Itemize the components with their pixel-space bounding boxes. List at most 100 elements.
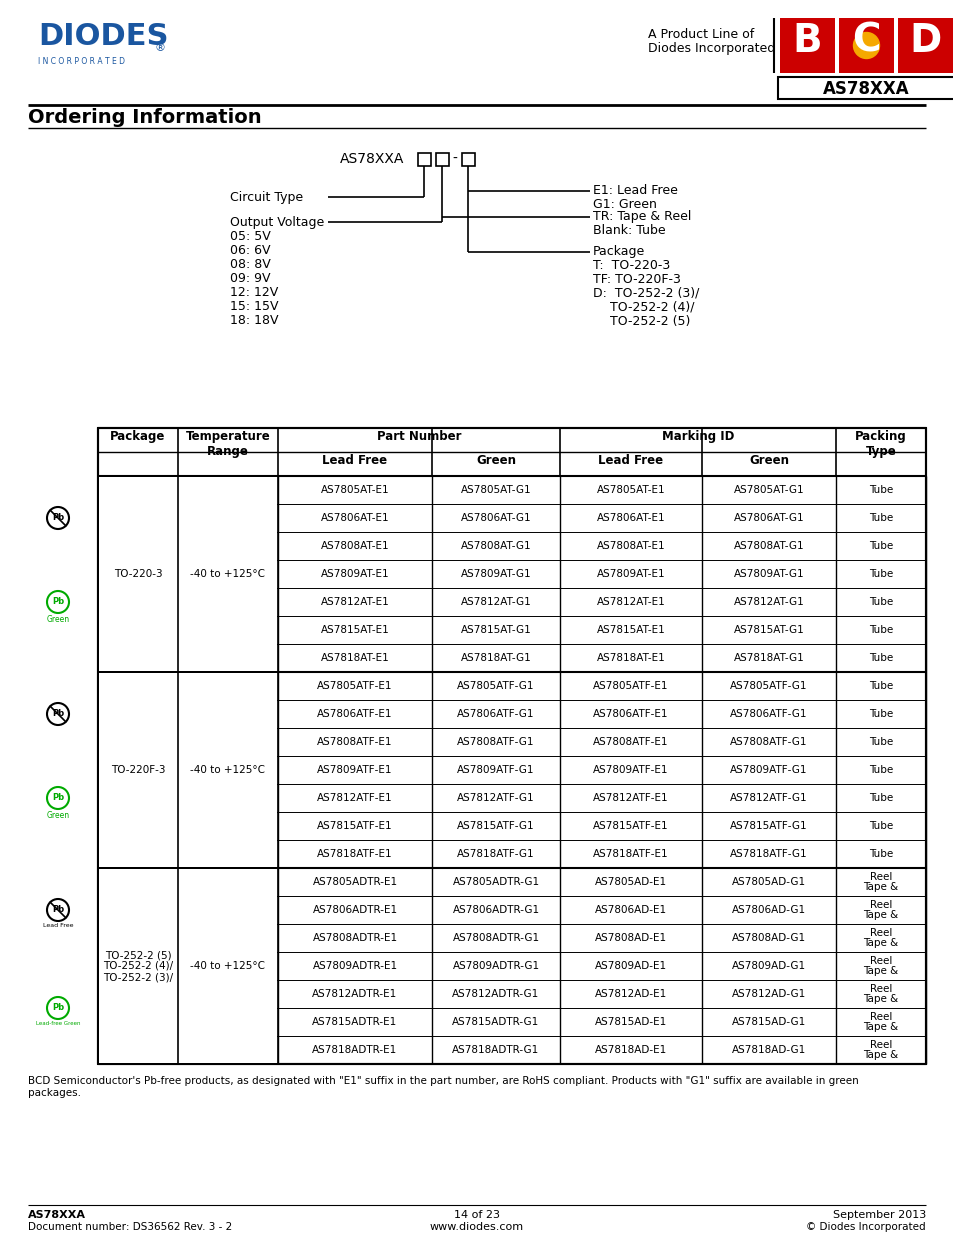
- Text: TR: Tape & Reel: TR: Tape & Reel: [593, 210, 691, 224]
- Text: AS7808AT-G1: AS7808AT-G1: [460, 541, 531, 551]
- Text: AS7809ATF-G1: AS7809ATF-G1: [729, 764, 807, 776]
- Text: Tape &: Tape &: [862, 1023, 898, 1032]
- Text: TO-252-2 (5): TO-252-2 (5): [609, 315, 690, 329]
- Text: AS7806AD-G1: AS7806AD-G1: [731, 905, 805, 915]
- Text: AS7805AT-G1: AS7805AT-G1: [460, 485, 531, 495]
- Text: Diodes Incorporated: Diodes Incorporated: [647, 42, 775, 56]
- Text: 18: 18V: 18: 18V: [230, 314, 278, 327]
- Text: ®: ®: [154, 43, 166, 53]
- Text: Tape &: Tape &: [862, 910, 898, 920]
- Text: AS7815ADTR-E1: AS7815ADTR-E1: [312, 1016, 397, 1028]
- Text: Tube: Tube: [868, 848, 892, 860]
- Text: AS7818AT-E1: AS7818AT-E1: [320, 653, 389, 663]
- Text: DIODES: DIODES: [38, 22, 169, 51]
- Text: BCD Semiconductor's Pb-free products, as designated with "E1" suffix in the part: BCD Semiconductor's Pb-free products, as…: [28, 1076, 858, 1098]
- Text: Output Voltage: Output Voltage: [230, 216, 324, 228]
- Text: AS7818AT-G1: AS7818AT-G1: [733, 653, 803, 663]
- Text: AS7812ADTR-G1: AS7812ADTR-G1: [452, 989, 539, 999]
- Text: AS78XXA: AS78XXA: [28, 1210, 86, 1220]
- Text: Lead-free Green: Lead-free Green: [35, 1021, 80, 1026]
- Text: Pb: Pb: [51, 514, 64, 522]
- Text: AS7808AT-G1: AS7808AT-G1: [733, 541, 803, 551]
- Text: Temperature
Range: Temperature Range: [186, 430, 270, 458]
- Text: Tube: Tube: [868, 485, 892, 495]
- Text: AS7805ATF-E1: AS7805ATF-E1: [593, 680, 668, 692]
- Text: Marking ID: Marking ID: [661, 430, 734, 443]
- Text: AS7806AT-E1: AS7806AT-E1: [320, 513, 389, 522]
- Text: AS7818AT-E1: AS7818AT-E1: [596, 653, 664, 663]
- Text: AS7808ATF-G1: AS7808ATF-G1: [729, 737, 807, 747]
- Text: AS7806ATF-E1: AS7806ATF-E1: [317, 709, 393, 719]
- Text: Pb: Pb: [51, 794, 64, 803]
- Text: AS7818ADTR-G1: AS7818ADTR-G1: [452, 1045, 539, 1055]
- Text: Pb: Pb: [51, 598, 64, 606]
- Text: AS7815AT-G1: AS7815AT-G1: [733, 625, 803, 635]
- Text: © Diodes Incorporated: © Diodes Incorporated: [805, 1221, 925, 1233]
- Text: AS7809ATF-E1: AS7809ATF-E1: [317, 764, 393, 776]
- Text: AS7812ADTR-E1: AS7812ADTR-E1: [312, 989, 397, 999]
- Text: AS7806AT-G1: AS7806AT-G1: [460, 513, 531, 522]
- Text: AS7806ADTR-G1: AS7806ADTR-G1: [452, 905, 539, 915]
- Text: AS7806AD-E1: AS7806AD-E1: [595, 905, 666, 915]
- Text: Green: Green: [47, 811, 70, 820]
- Text: AS7805ADTR-G1: AS7805ADTR-G1: [452, 877, 539, 887]
- Text: Package: Package: [111, 430, 166, 443]
- Text: Tape &: Tape &: [862, 1051, 898, 1061]
- Text: A Product Line of: A Product Line of: [647, 28, 754, 41]
- Bar: [461, 153, 475, 165]
- Text: 14 of 23: 14 of 23: [454, 1210, 499, 1220]
- Text: TO-220F-3: TO-220F-3: [111, 764, 165, 776]
- Text: Pb: Pb: [51, 709, 64, 719]
- Text: Green: Green: [748, 454, 788, 467]
- Bar: [838, 19, 893, 73]
- Text: Lead Free: Lead Free: [43, 923, 73, 927]
- Text: AS7805ATF-E1: AS7805ATF-E1: [317, 680, 393, 692]
- Text: Tube: Tube: [868, 541, 892, 551]
- Text: AS7812AT-G1: AS7812AT-G1: [460, 597, 531, 606]
- Text: AS7812AT-G1: AS7812AT-G1: [733, 597, 803, 606]
- Text: AS7808ATF-E1: AS7808ATF-E1: [317, 737, 393, 747]
- Text: AS7808AT-E1: AS7808AT-E1: [320, 541, 389, 551]
- Text: Tube: Tube: [868, 625, 892, 635]
- Text: Blank: Tube: Blank: Tube: [593, 224, 665, 237]
- Text: Package: Package: [593, 245, 644, 258]
- Text: Tube: Tube: [868, 737, 892, 747]
- Text: AS78XXA: AS78XXA: [339, 152, 404, 165]
- Text: C: C: [851, 22, 880, 61]
- Text: Tube: Tube: [868, 709, 892, 719]
- Text: AS7805AT-G1: AS7805AT-G1: [733, 485, 803, 495]
- Text: AS7808ADTR-G1: AS7808ADTR-G1: [452, 932, 539, 944]
- Text: Green: Green: [47, 615, 70, 624]
- Text: AS7812ATF-E1: AS7812ATF-E1: [316, 793, 393, 803]
- Text: 08: 8V: 08: 8V: [230, 258, 271, 270]
- Text: -40 to +125°C: -40 to +125°C: [191, 569, 265, 579]
- Circle shape: [853, 32, 879, 58]
- Text: Reel: Reel: [869, 1011, 891, 1021]
- Text: AS7812AT-E1: AS7812AT-E1: [596, 597, 664, 606]
- Text: AS7815ATF-G1: AS7815ATF-G1: [456, 821, 535, 831]
- Text: AS7809ADTR-G1: AS7809ADTR-G1: [452, 961, 539, 971]
- Text: AS7815AD-G1: AS7815AD-G1: [731, 1016, 805, 1028]
- Text: AS7805AT-E1: AS7805AT-E1: [320, 485, 389, 495]
- Text: AS7805ADTR-E1: AS7805ADTR-E1: [313, 877, 397, 887]
- Text: AS7809AD-G1: AS7809AD-G1: [731, 961, 805, 971]
- Text: AS7818ATF-E1: AS7818ATF-E1: [593, 848, 668, 860]
- Text: Lead Free: Lead Free: [598, 454, 663, 467]
- Text: Reel: Reel: [869, 1040, 891, 1050]
- Text: AS7818ATF-E1: AS7818ATF-E1: [316, 848, 393, 860]
- Text: AS7812ATF-G1: AS7812ATF-G1: [456, 793, 535, 803]
- Text: AS7818ADTR-E1: AS7818ADTR-E1: [312, 1045, 397, 1055]
- Text: Tube: Tube: [868, 793, 892, 803]
- Bar: [99, 477, 276, 671]
- Text: AS7808AD-E1: AS7808AD-E1: [595, 932, 666, 944]
- Text: -: -: [452, 152, 456, 165]
- Text: Document number: DS36562 Rev. 3 - 2: Document number: DS36562 Rev. 3 - 2: [28, 1221, 232, 1233]
- Text: AS7812AD-G1: AS7812AD-G1: [731, 989, 805, 999]
- Bar: [98, 429, 925, 1065]
- Text: Pb: Pb: [51, 1004, 64, 1013]
- Text: Tube: Tube: [868, 764, 892, 776]
- Text: AS7815AT-E1: AS7815AT-E1: [320, 625, 389, 635]
- Text: 09: 9V: 09: 9V: [230, 272, 271, 285]
- Text: AS78XXA: AS78XXA: [822, 80, 909, 98]
- Text: www.diodes.com: www.diodes.com: [430, 1221, 523, 1233]
